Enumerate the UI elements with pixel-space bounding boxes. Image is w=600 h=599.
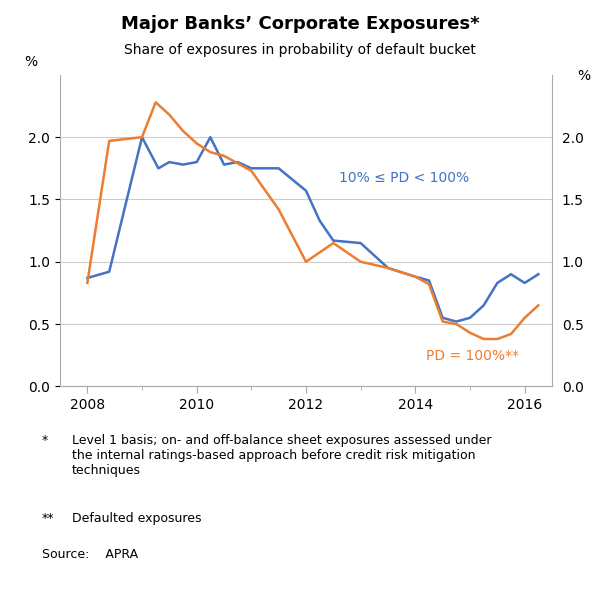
Text: 10% ≤ PD < 100%: 10% ≤ PD < 100% (339, 171, 469, 185)
Text: *: * (42, 434, 48, 447)
Y-axis label: %: % (24, 55, 37, 69)
Text: PD = 100%**: PD = 100%** (426, 349, 519, 364)
Text: Source:    APRA: Source: APRA (42, 548, 138, 561)
Text: Share of exposures in probability of default bucket: Share of exposures in probability of def… (124, 43, 476, 57)
Text: **: ** (42, 512, 55, 525)
Text: Defaulted exposures: Defaulted exposures (72, 512, 202, 525)
Y-axis label: %: % (577, 69, 590, 83)
Text: Major Banks’ Corporate Exposures*: Major Banks’ Corporate Exposures* (121, 15, 479, 33)
Text: Level 1 basis; on- and off-balance sheet exposures assessed under
the internal r: Level 1 basis; on- and off-balance sheet… (72, 434, 491, 477)
